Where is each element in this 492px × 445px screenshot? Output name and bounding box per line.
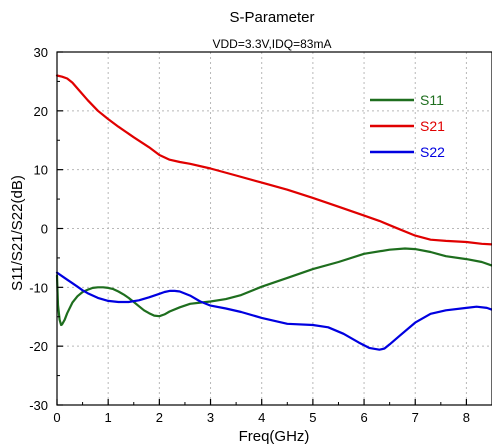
x-tick-label: 8 bbox=[463, 410, 470, 425]
legend-label-s22: S22 bbox=[420, 144, 445, 160]
chart-title: S-Parameter bbox=[229, 9, 314, 26]
legend: S11 S21 S22 bbox=[370, 92, 445, 160]
legend-label-s21: S21 bbox=[420, 118, 445, 134]
x-axis-label: Freq(GHz) bbox=[239, 428, 310, 445]
y-tick-label: -10 bbox=[29, 280, 48, 295]
series-line-s21 bbox=[55, 74, 492, 246]
y-tick-label: 20 bbox=[34, 104, 48, 119]
y-tick-label: 30 bbox=[34, 45, 48, 60]
x-tick-label: 5 bbox=[309, 410, 316, 425]
x-tick-label: 4 bbox=[258, 410, 265, 425]
x-tick-label: 0 bbox=[53, 410, 60, 425]
series-line-s22 bbox=[55, 271, 492, 351]
y-tick-labels: -30 -20 -10 0 10 20 30 bbox=[29, 45, 48, 413]
legend-label-s11: S11 bbox=[420, 92, 444, 108]
x-tick-label: 3 bbox=[207, 410, 214, 425]
x-tick-label: 6 bbox=[360, 410, 367, 425]
x-tick-labels: 0 1 2 3 4 5 6 7 8 bbox=[53, 410, 470, 425]
y-tick-label: -30 bbox=[29, 398, 48, 413]
grid bbox=[57, 52, 492, 405]
y-tick-label: 0 bbox=[41, 222, 48, 237]
x-tick-label: 2 bbox=[156, 410, 163, 425]
series-lines bbox=[55, 74, 492, 351]
chart-subtitle: VDD=3.3V,IDQ=83mA bbox=[213, 37, 332, 51]
axis-ticks bbox=[56, 51, 468, 406]
series-line-s11 bbox=[55, 247, 492, 327]
y-axis-label: S11/S21/S22(dB) bbox=[9, 175, 26, 291]
y-tick-label: 10 bbox=[34, 163, 48, 178]
x-tick-label: 7 bbox=[412, 410, 419, 425]
y-tick-label: -20 bbox=[29, 339, 48, 354]
x-tick-label: 1 bbox=[105, 410, 112, 425]
